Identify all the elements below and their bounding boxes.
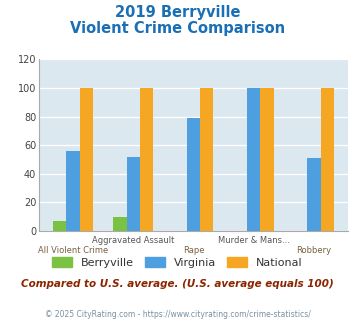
Text: Violent Crime Comparison: Violent Crime Comparison xyxy=(70,21,285,36)
Bar xyxy=(53,221,66,231)
Text: Compared to U.S. average. (U.S. average equals 100): Compared to U.S. average. (U.S. average … xyxy=(21,279,334,289)
Bar xyxy=(321,88,334,231)
Bar xyxy=(80,88,93,231)
Text: Rape: Rape xyxy=(183,246,204,255)
Text: All Violent Crime: All Violent Crime xyxy=(38,246,108,255)
Bar xyxy=(187,118,200,231)
Bar xyxy=(307,158,321,231)
Text: Murder & Mans...: Murder & Mans... xyxy=(218,236,290,245)
Bar xyxy=(66,151,80,231)
Text: Aggravated Assault: Aggravated Assault xyxy=(92,236,174,245)
Text: 2019 Berryville: 2019 Berryville xyxy=(115,5,240,20)
Bar xyxy=(113,217,127,231)
Legend: Berryville, Virginia, National: Berryville, Virginia, National xyxy=(48,252,307,272)
Bar xyxy=(127,157,140,231)
Bar xyxy=(260,88,274,231)
Bar xyxy=(200,88,213,231)
Text: © 2025 CityRating.com - https://www.cityrating.com/crime-statistics/: © 2025 CityRating.com - https://www.city… xyxy=(45,310,310,319)
Bar xyxy=(140,88,153,231)
Bar xyxy=(247,88,260,231)
Text: Robbery: Robbery xyxy=(296,246,332,255)
